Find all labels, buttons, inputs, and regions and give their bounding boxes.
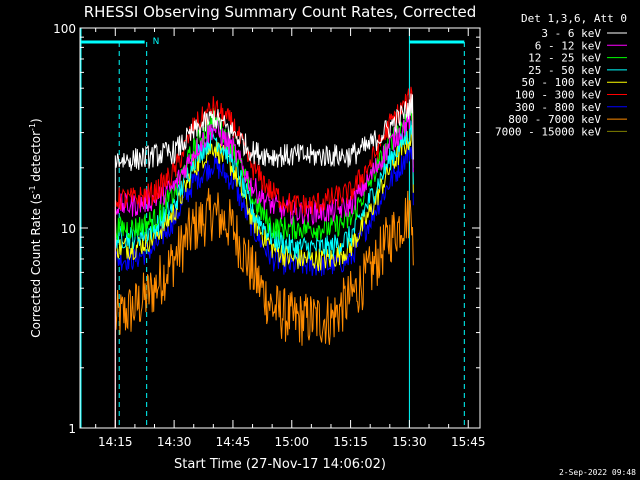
- y-axis-label-end: ): [29, 118, 43, 123]
- y-axis-label-main: Corrected Count Rate (s: [29, 193, 43, 337]
- legend-entry-label: 12 - 25 keV: [528, 52, 601, 65]
- y-tick-label: 10: [61, 222, 76, 236]
- x-tick-label: 15:30: [392, 435, 427, 449]
- series-line: [114, 120, 414, 428]
- legend-entry-label: 100 - 300 keV: [515, 89, 601, 102]
- series-line: [114, 103, 414, 428]
- legend-entry-label: 800 - 7000 keV: [508, 113, 601, 126]
- legend-title: Det 1,3,6, Att 0: [521, 12, 627, 25]
- legend-entry-label: 50 - 100 keV: [522, 76, 602, 89]
- x-tick-label: 15:15: [333, 435, 368, 449]
- x-tick-label: 14:45: [216, 435, 251, 449]
- y-tick-label: 100: [53, 22, 76, 36]
- x-tick-label: 14:15: [98, 435, 133, 449]
- plot-area: N: [80, 28, 465, 428]
- legend-entry-label: 25 - 50 keV: [528, 64, 601, 77]
- legend-entry-label: 3 - 6 keV: [541, 27, 601, 40]
- legend-entry-label: 6 - 12 keV: [535, 39, 602, 52]
- series-line: [114, 103, 414, 428]
- series-line: [114, 188, 414, 428]
- timestamp: 2-Sep-2022 09:48: [559, 468, 636, 477]
- y-axis: 1 10 100: [53, 22, 480, 436]
- x-tick-label: 14:30: [157, 435, 192, 449]
- chart-title: RHESSI Observing Summary Count Rates, Co…: [84, 3, 477, 21]
- x-tick-label: 15:45: [451, 435, 486, 449]
- legend-entry-label: 7000 - 15000 keV: [495, 125, 601, 138]
- y-axis-label-sup-2: -1: [28, 123, 37, 131]
- series-line: [114, 86, 414, 428]
- x-axis-label: Start Time (27-Nov-17 14:06:02): [174, 457, 386, 472]
- series-line: [114, 93, 414, 428]
- x-tick-label: 15:00: [274, 435, 309, 449]
- night-marker-label: N: [153, 37, 160, 47]
- y-axis-label-sup-1: -1: [28, 185, 37, 193]
- y-tick-label: 1: [68, 422, 76, 436]
- y-axis-label: Corrected Count Rate (s-1 detector-1): [28, 118, 43, 337]
- series-line: [114, 125, 414, 428]
- x-axis: 14:15 14:30 14:45 15:00 15:15 15:30 15:45: [95, 28, 486, 449]
- y-axis-label-mid: detector: [29, 131, 43, 186]
- legend-entry-label: 300 - 800 keV: [515, 101, 601, 114]
